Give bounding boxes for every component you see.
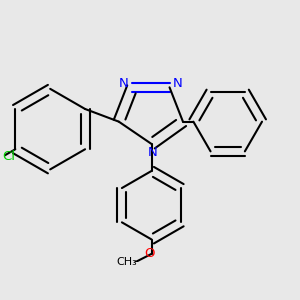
Text: O: O: [144, 247, 154, 260]
Text: N: N: [173, 77, 183, 90]
Text: N: N: [148, 146, 158, 160]
Text: N: N: [119, 77, 129, 90]
Text: Cl: Cl: [2, 150, 16, 163]
Text: CH₃: CH₃: [116, 257, 137, 267]
